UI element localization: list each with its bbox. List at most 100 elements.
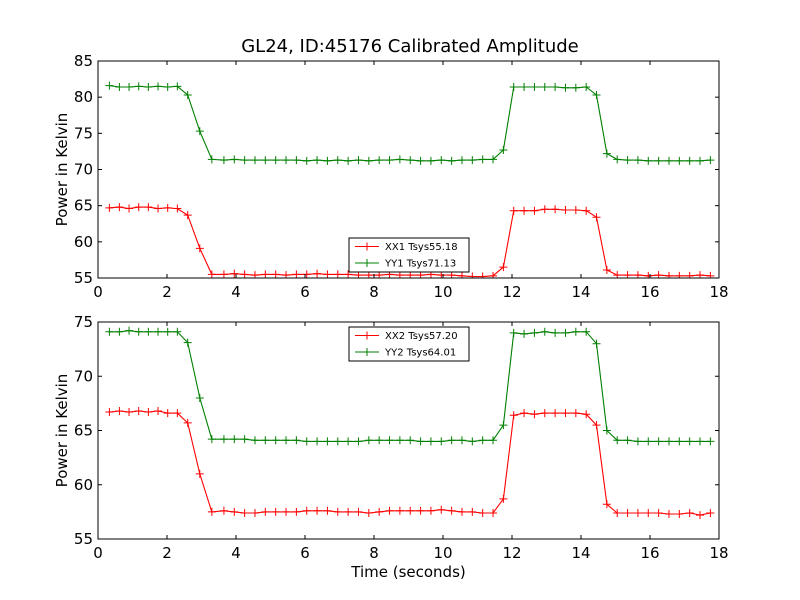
bottom-data-point bbox=[406, 436, 415, 445]
top-data-point bbox=[582, 83, 591, 92]
top-data-point bbox=[561, 83, 570, 92]
bottom-data-point bbox=[571, 409, 580, 418]
top-x-tick-label: 12 bbox=[502, 283, 521, 301]
bottom-data-point bbox=[706, 508, 715, 517]
bottom-data-point bbox=[333, 437, 342, 446]
top-data-point bbox=[654, 156, 663, 165]
top-data-point bbox=[333, 156, 342, 165]
top-data-point bbox=[706, 156, 715, 165]
bottom-data-point bbox=[613, 436, 622, 445]
top-x-tick-label: 14 bbox=[571, 283, 590, 301]
top-data-point bbox=[364, 156, 373, 165]
top-x-tick-label: 6 bbox=[300, 283, 310, 301]
bottom-data-point bbox=[183, 338, 192, 347]
bottom-data-point bbox=[207, 507, 216, 516]
top-data-point bbox=[313, 156, 322, 165]
bottom-data-point bbox=[154, 327, 163, 336]
top-data-point bbox=[540, 205, 549, 214]
bottom-data-point bbox=[105, 327, 114, 336]
bottom-data-point bbox=[302, 437, 311, 446]
bottom-data-point bbox=[633, 437, 642, 446]
top-data-point bbox=[520, 206, 529, 215]
bottom-data-point bbox=[426, 506, 435, 515]
bottom-data-point bbox=[468, 437, 477, 446]
bottom-data-point bbox=[261, 436, 270, 445]
bottom-data-point bbox=[154, 406, 163, 415]
bottom-data-point bbox=[489, 508, 498, 517]
bottom-data-point bbox=[375, 507, 384, 516]
bottom-data-point bbox=[250, 508, 259, 517]
top-data-point bbox=[134, 82, 143, 91]
top-data-point bbox=[195, 127, 204, 136]
top-legend: XX1 Tsys55.18 YY1 Tsys71.13 bbox=[348, 237, 470, 273]
top-y-tick-label: 80 bbox=[74, 88, 93, 106]
bottom-x-tick-label: 6 bbox=[300, 544, 310, 562]
top-data-point bbox=[144, 83, 153, 92]
top-data-point bbox=[509, 83, 518, 92]
top-x-tick-label: 8 bbox=[369, 283, 379, 301]
top-data-point bbox=[313, 269, 322, 278]
top-data-point bbox=[551, 83, 560, 92]
top-data-point bbox=[195, 244, 204, 253]
bottom-data-point bbox=[240, 435, 249, 444]
bottom-data-point bbox=[468, 507, 477, 516]
top-data-point bbox=[385, 156, 394, 165]
top-y-tick-label: 65 bbox=[74, 197, 93, 215]
top-data-point bbox=[416, 156, 425, 165]
bottom-data-point bbox=[530, 410, 539, 419]
bottom-data-point bbox=[195, 393, 204, 402]
top-data-point bbox=[457, 271, 466, 278]
chart-title: GL24, ID:45176 Calibrated Amplitude bbox=[241, 36, 579, 57]
bottom-data-point bbox=[219, 435, 228, 444]
top-legend-box bbox=[348, 237, 470, 273]
top-data-point bbox=[706, 271, 715, 278]
top-y-tick-label: 70 bbox=[74, 161, 93, 179]
bottom-data-point bbox=[623, 436, 632, 445]
top-data-point bbox=[644, 156, 653, 165]
bottom-data-point bbox=[582, 327, 591, 336]
bottom-legend-label-1: XX2 Tsys57.20 bbox=[385, 331, 458, 342]
top-data-point bbox=[613, 155, 622, 164]
top-data-point bbox=[240, 270, 249, 278]
bottom-subplot: 0 2 4 6 8 10 12 14 16 18 55 60 65 70 75 Power in Kelvin… bbox=[53, 313, 729, 581]
bottom-data-point bbox=[437, 505, 446, 514]
top-data-point bbox=[664, 271, 673, 278]
bottom-data-point bbox=[134, 406, 143, 415]
bottom-data-point bbox=[207, 435, 216, 444]
top-data-point bbox=[271, 156, 280, 165]
bottom-x-tick-label: 2 bbox=[162, 544, 172, 562]
bottom-data-point bbox=[163, 327, 172, 336]
top-x-tick-label: 18 bbox=[709, 283, 728, 301]
bottom-data-point bbox=[447, 436, 456, 445]
top-data-point bbox=[592, 213, 601, 222]
bottom-data-point bbox=[313, 437, 322, 446]
bottom-data-point bbox=[385, 436, 394, 445]
bottom-legend-label-2: YY2 Tsys64.01 bbox=[384, 348, 456, 359]
top-data-point bbox=[437, 156, 446, 165]
top-data-point bbox=[144, 203, 153, 212]
bottom-x-tick-label: 8 bbox=[369, 544, 379, 562]
bottom-data-point bbox=[592, 339, 601, 348]
bottom-data-point bbox=[195, 469, 204, 478]
bottom-data-point bbox=[173, 409, 182, 418]
top-data-point bbox=[499, 145, 508, 154]
bottom-data-point bbox=[644, 437, 653, 446]
top-x-tick-label: 16 bbox=[640, 283, 659, 301]
top-legend-label-2: YY1 Tsys71.13 bbox=[384, 259, 456, 270]
bottom-data-point bbox=[385, 506, 394, 515]
top-data-point bbox=[261, 156, 270, 165]
bottom-data-point bbox=[685, 437, 694, 446]
bottom-data-point bbox=[706, 437, 715, 446]
top-series-1 bbox=[105, 203, 715, 278]
bottom-data-point bbox=[437, 437, 446, 446]
bottom-data-point bbox=[302, 506, 311, 515]
top-data-point bbox=[499, 263, 508, 272]
top-data-point bbox=[489, 271, 498, 278]
top-y-tick-label: 55 bbox=[74, 269, 93, 287]
top-data-point bbox=[105, 203, 114, 212]
bottom-legend-marker-1 bbox=[363, 331, 371, 340]
top-data-point bbox=[426, 156, 435, 165]
top-data-point bbox=[163, 203, 172, 212]
top-data-point bbox=[134, 203, 143, 212]
bottom-data-point bbox=[144, 408, 153, 417]
